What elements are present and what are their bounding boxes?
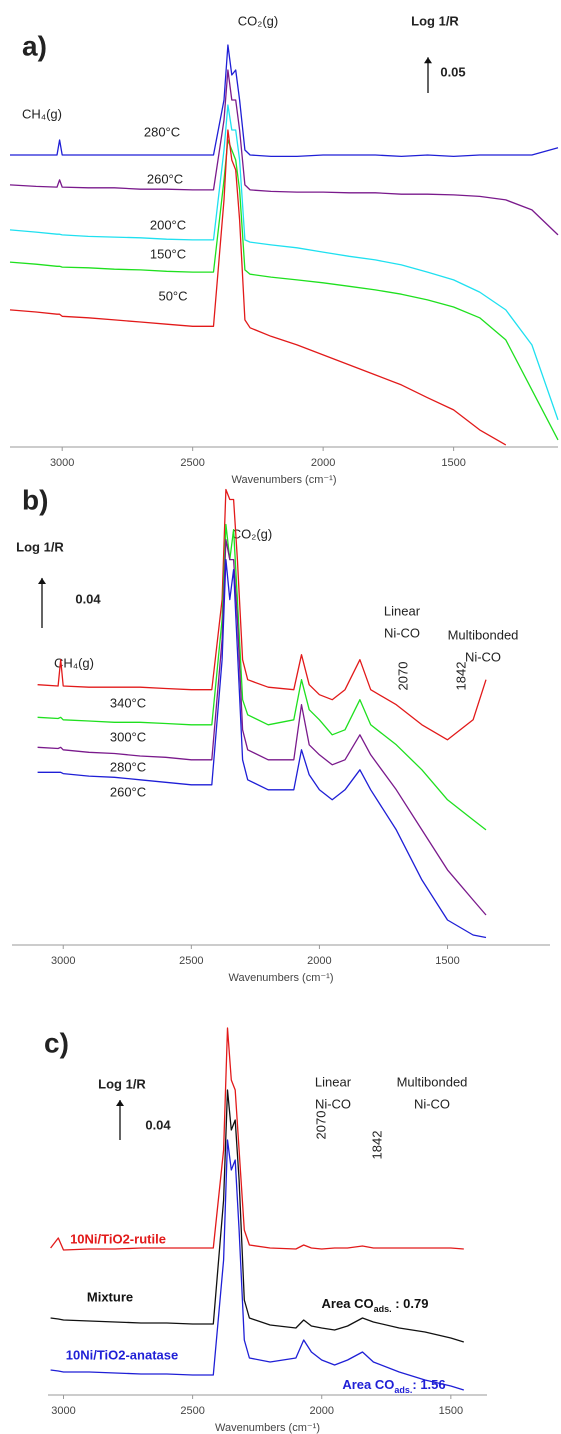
annotation-line: Linear <box>384 603 421 618</box>
x-tick-label: 2500 <box>179 955 203 967</box>
series-label: 150°C <box>150 246 186 261</box>
series-label: 10Ni/TiO2-rutile <box>70 1231 166 1246</box>
series-label: 10Ni/TiO2-anatase <box>66 1347 178 1362</box>
x-tick-label: 2000 <box>307 955 331 967</box>
spectrum-line <box>37 558 487 939</box>
annotation-line: Linear <box>315 1074 352 1089</box>
scale-label: 0.05 <box>440 64 465 79</box>
x-axis-label: Wavenumbers (cm⁻¹) <box>215 1422 320 1434</box>
annotation-part: Area CO <box>322 1296 374 1311</box>
panel-label: b) <box>22 484 48 515</box>
spectrum-line <box>50 1027 464 1251</box>
y-axis-label: Log 1/R <box>411 13 459 28</box>
annotation: 1842 <box>369 1131 384 1160</box>
annotation: CH₄(g) <box>22 106 62 121</box>
x-tick-label: 2000 <box>311 457 335 469</box>
series-label: 260°C <box>110 784 146 799</box>
series-label: Mixture <box>87 1289 133 1304</box>
annotation-line: Ni-CO <box>384 625 420 640</box>
series-label: 280°C <box>144 124 180 139</box>
x-axis-label: Wavenumbers (cm⁻¹) <box>228 972 333 984</box>
scale-label: 0.04 <box>145 1117 171 1132</box>
annotation-line: Ni-CO <box>414 1096 450 1111</box>
panel-label: c) <box>44 1027 69 1058</box>
scale-arrow-head <box>38 577 46 584</box>
scale-arrow-head <box>424 57 432 64</box>
y-axis-label: Log 1/R <box>98 1076 146 1091</box>
scale-arrow-head <box>116 1100 124 1106</box>
x-tick-label: 2500 <box>180 457 204 469</box>
spectrum-line <box>50 1089 464 1343</box>
x-tick-label: 3000 <box>50 457 74 469</box>
annotation-part: : 1.56 <box>412 1377 445 1392</box>
spectrum-line <box>37 523 487 831</box>
annotation: 2070 <box>395 662 410 691</box>
annotation-part: ads. <box>394 1385 412 1395</box>
annotation-line: Multibonded <box>397 1074 468 1089</box>
series-label: 200°C <box>150 217 186 232</box>
x-tick-label: 3000 <box>51 955 75 967</box>
x-tick-label: 3000 <box>51 1405 75 1417</box>
x-tick-label: 1500 <box>435 955 459 967</box>
x-tick-label: 2000 <box>309 1405 333 1417</box>
annotation: 1842 <box>453 662 468 691</box>
annotation: CO₂(g) <box>232 526 272 541</box>
series-label: 280°C <box>110 759 146 774</box>
x-tick-label: 1500 <box>441 457 465 469</box>
series-label: 300°C <box>110 729 146 744</box>
x-axis-label: Wavenumbers (cm⁻¹) <box>231 474 336 486</box>
x-tick-label: 1500 <box>439 1405 463 1417</box>
y-axis-label: Log 1/R <box>16 539 64 554</box>
spectrum-line <box>9 69 559 236</box>
annotation-line: Ni-CO <box>465 649 501 664</box>
spectrum-line <box>9 139 559 441</box>
spectrum-line <box>37 488 487 741</box>
spectrum-line <box>37 538 487 916</box>
annotation-part: Area CO <box>342 1377 394 1392</box>
x-tick-label: 2500 <box>180 1405 204 1417</box>
spectrum-line <box>10 44 559 158</box>
annotation-part: : 0.79 <box>392 1296 429 1311</box>
panel-label: a) <box>22 30 47 61</box>
scale-label: 0.04 <box>75 591 101 606</box>
annotation-line: Multibonded <box>448 627 519 642</box>
annotation: CH₄(g) <box>54 655 94 670</box>
annotation: CO₂(g) <box>238 13 278 28</box>
annotation: 2070 <box>313 1111 328 1140</box>
series-label: 340°C <box>110 695 146 710</box>
annotation: Area COads.: 1.56 <box>342 1377 445 1395</box>
series-label: 260°C <box>147 171 183 186</box>
spectrum-line <box>50 1139 464 1391</box>
annotation-part: ads. <box>374 1304 392 1314</box>
annotation-line: Ni-CO <box>315 1096 351 1111</box>
spectrum-line <box>9 129 507 446</box>
series-label: 50°C <box>158 288 187 303</box>
spectrum-line <box>9 104 559 421</box>
annotation: Area COads. : 0.79 <box>322 1296 429 1314</box>
